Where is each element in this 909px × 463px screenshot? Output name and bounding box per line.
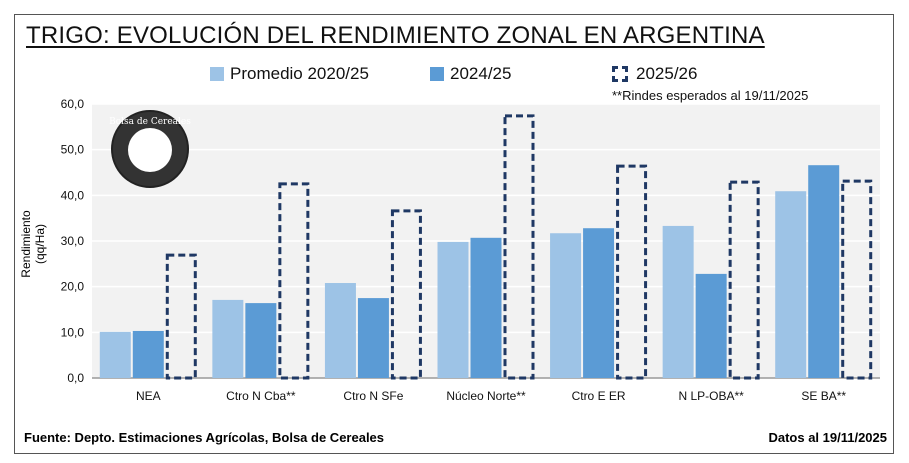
x-tick-label: Ctro N Cba** bbox=[226, 389, 296, 403]
legend-label: 2024/25 bbox=[450, 64, 512, 83]
y-tick-label: 40,0 bbox=[61, 188, 85, 202]
bar-2024/25 bbox=[132, 330, 164, 378]
x-tick-label: Ctro N SFe bbox=[343, 389, 403, 403]
bar-2024/25 bbox=[357, 298, 389, 378]
bar-2025/26 bbox=[278, 182, 310, 380]
bar-2024/25 bbox=[583, 228, 615, 378]
x-tick-label: SE BA** bbox=[801, 389, 846, 403]
bar-2024/25 bbox=[470, 237, 502, 378]
chart-title: TRIGO: EVOLUCIÓN DEL RENDIMIENTO ZONAL E… bbox=[26, 22, 765, 49]
bar-Promedio 2020/25 bbox=[212, 299, 244, 378]
x-tick-label: NEA bbox=[136, 389, 161, 403]
bar-Promedio 2020/25 bbox=[324, 283, 356, 378]
bar-2025/26 bbox=[728, 180, 760, 380]
legend-item-2025: 2025/26 bbox=[612, 64, 697, 84]
y-tick-label: 30,0 bbox=[61, 234, 85, 248]
legend-item-2024: 2024/25 bbox=[430, 64, 511, 84]
bar-2025/26 bbox=[616, 164, 648, 380]
legend-swatch bbox=[210, 67, 224, 81]
chart-frame bbox=[14, 14, 894, 454]
y-tick-label: 60,0 bbox=[61, 97, 85, 111]
y-tick-label: 50,0 bbox=[61, 143, 85, 157]
x-tick-label: Ctro E ER bbox=[572, 389, 626, 403]
x-tick-label: Núcleo Norte** bbox=[446, 389, 526, 403]
bar-Promedio 2020/25 bbox=[437, 241, 469, 378]
x-tick-label: N LP-OBA** bbox=[678, 389, 744, 403]
y-tick-label: 0,0 bbox=[67, 371, 84, 385]
bar-2025/26 bbox=[165, 253, 197, 380]
bar-Promedio 2020/25 bbox=[99, 331, 131, 378]
legend-swatch bbox=[612, 66, 628, 82]
bar-Promedio 2020/25 bbox=[662, 225, 694, 378]
logo-text: Bolsa de Cereales bbox=[109, 117, 191, 127]
legend-label: Promedio 2020/25 bbox=[230, 64, 369, 83]
bar-Promedio 2020/25 bbox=[550, 233, 582, 378]
legend-swatch bbox=[430, 67, 444, 81]
source-note: Fuente: Depto. Estimaciones Agrícolas, B… bbox=[24, 430, 385, 445]
bar-2025/26 bbox=[503, 114, 535, 380]
y-tick-label: 10,0 bbox=[61, 325, 85, 339]
bar-2024/25 bbox=[808, 165, 840, 378]
annotation: **Rindes esperados al 19/11/2025 bbox=[612, 88, 809, 103]
logo-inner bbox=[128, 128, 172, 172]
bar-2024/25 bbox=[245, 303, 277, 378]
legend-label: 2025/26 bbox=[636, 64, 698, 83]
legend-item-promedio: Promedio 2020/25 bbox=[210, 64, 369, 84]
data-date: Datos al 19/11/2025 bbox=[768, 430, 887, 445]
bar-2025/26 bbox=[841, 179, 873, 380]
y-tick-label: 20,0 bbox=[61, 280, 85, 294]
bar-Promedio 2020/25 bbox=[775, 191, 807, 378]
bar-2024/25 bbox=[695, 273, 727, 378]
bar-2025/26 bbox=[390, 209, 422, 380]
